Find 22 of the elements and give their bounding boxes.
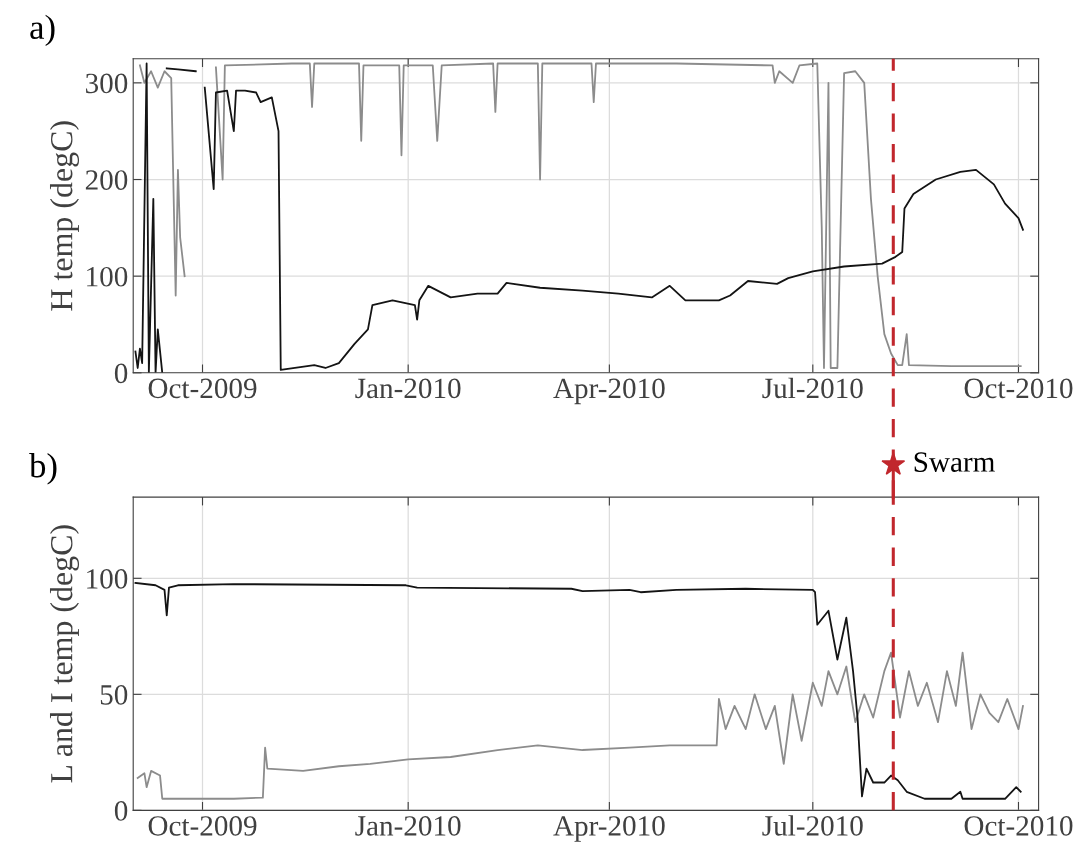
x-tick-label: Jul-2010 xyxy=(762,377,863,399)
y-axis-title: L and I temp (degC) xyxy=(49,525,80,783)
x-tick-label: Oct-2009 xyxy=(148,378,257,399)
chart-title: b) xyxy=(29,453,57,485)
x-tick-label: Jul-2010 xyxy=(762,815,863,836)
x-tick-label: Oct-2009 xyxy=(148,816,257,836)
y-tick-label: 200 xyxy=(85,170,128,190)
x-tick-label: Oct-2010 xyxy=(964,378,1073,399)
x-tick-label: Apr-2010 xyxy=(553,378,665,405)
y-axis-title: H temp (degC) xyxy=(49,121,80,311)
y-tick-label: 0 xyxy=(114,801,128,821)
y-tick-label: 0 xyxy=(114,363,128,384)
x-tick-label: Apr-2010 xyxy=(553,816,665,842)
chart-title: a) xyxy=(30,14,55,47)
y-tick-label: 100 xyxy=(87,569,128,589)
x-tick-label: Jan-2010 xyxy=(355,378,461,399)
y-tick-label: 100 xyxy=(87,266,128,287)
y-tick-label: 50 xyxy=(100,685,128,705)
y-tick-label: 300 xyxy=(85,73,128,94)
x-tick-label: Oct-2010 xyxy=(964,816,1073,836)
x-tick-label: Jan-2010 xyxy=(355,816,461,836)
annotation: Swarm xyxy=(914,452,995,472)
